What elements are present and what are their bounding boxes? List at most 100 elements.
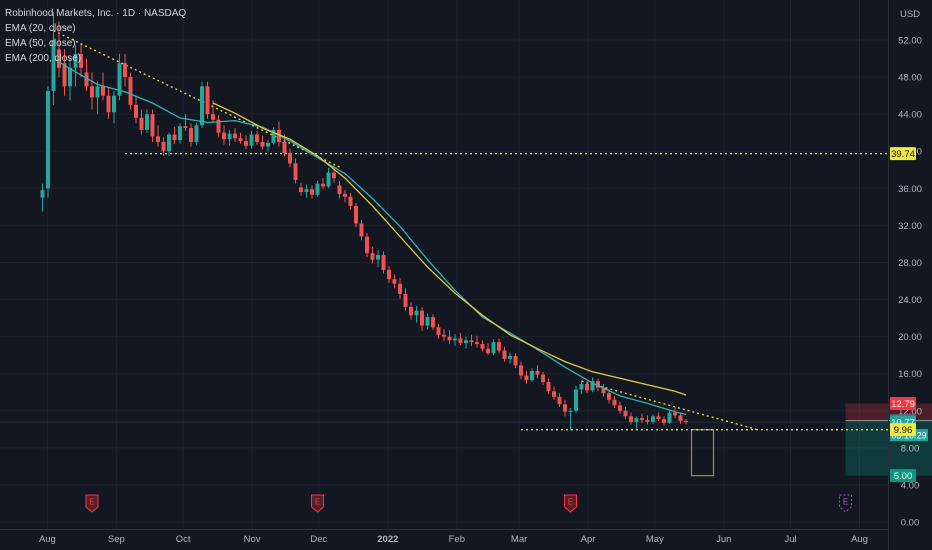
candle [139, 109, 144, 135]
candle [409, 302, 413, 320]
candle [387, 266, 391, 283]
candle-body [464, 340, 468, 344]
candle [123, 53, 127, 87]
candle-body [205, 86, 210, 115]
time-axis[interactable]: Aug Sep Oct Nov Dec 2022 Feb Mar Apr May Jun Jul Aug [0, 529, 888, 546]
candle-body [117, 63, 122, 96]
candle-body [178, 126, 182, 141]
candle [464, 336, 468, 349]
candle-body [343, 193, 347, 197]
price-label-target: 5.00 [894, 471, 913, 482]
earnings-marker[interactable]: E [85, 494, 99, 513]
legend-ema-200[interactable]: EMA (200, close) [5, 53, 82, 64]
price-tick-label: 28.00 [898, 258, 922, 269]
price-tick-label: 12.00 [898, 406, 922, 417]
time-tick-label: Apr [581, 534, 596, 545]
candle-body [227, 133, 232, 140]
candle-body [469, 340, 474, 343]
candle [304, 184, 309, 198]
earnings-marker[interactable]: E [311, 494, 324, 513]
candle-body [651, 416, 655, 422]
candle-body [656, 416, 661, 420]
candle [128, 72, 133, 110]
earnings-badge [839, 494, 852, 513]
legend-ema-20[interactable]: EMA (20, close) [5, 23, 76, 34]
price-tick-label: 32.00 [898, 221, 922, 232]
candle-body [249, 134, 254, 146]
candle-body [618, 405, 622, 411]
price-tick-label: 36.00 [898, 184, 922, 195]
candle-body [90, 86, 94, 98]
candle-body [139, 117, 144, 130]
candle-body [640, 418, 644, 421]
candle [414, 306, 419, 323]
legend-ema-50[interactable]: EMA (50, close) [5, 38, 76, 49]
candle [618, 401, 622, 414]
price-axis[interactable]: 52.0048.0044.0040.0036.0032.0028.0024.00… [888, 0, 929, 550]
earnings-marker[interactable]: E [564, 494, 577, 513]
candle [673, 407, 677, 419]
earnings-letter: E [89, 498, 94, 507]
candle-body [271, 129, 276, 143]
candle [106, 88, 111, 119]
candle-body [106, 95, 111, 113]
candle-body [337, 185, 342, 194]
time-tick-label: Feb [449, 534, 465, 545]
candle-body [585, 383, 589, 391]
candle-body [134, 104, 138, 118]
candle-body [266, 142, 270, 147]
candle-body [359, 223, 364, 237]
time-tick-label: May [646, 534, 664, 545]
candle [271, 127, 276, 145]
candle-body [387, 269, 391, 280]
candle [161, 137, 166, 156]
candle [568, 407, 573, 431]
candle-body [568, 410, 573, 412]
candle-body [601, 387, 606, 394]
candle [172, 127, 177, 144]
price-label-box [890, 147, 916, 161]
candle-body [684, 420, 688, 423]
candle-body [662, 419, 666, 423]
candle-body [431, 317, 435, 328]
candle-body [574, 389, 578, 411]
time-tick-label: Nov [244, 534, 261, 545]
candle [486, 343, 490, 356]
candle-body [128, 77, 133, 105]
earnings-marker[interactable]: E [839, 494, 852, 513]
candle [530, 368, 534, 383]
candle-body [370, 253, 375, 260]
price-tick-label: 8.00 [901, 443, 920, 454]
candle [194, 123, 199, 145]
earnings-badge [564, 494, 577, 513]
candle-body [145, 114, 149, 130]
candle [601, 383, 606, 397]
candle [508, 352, 512, 364]
candle-body [68, 67, 72, 87]
candle-body [238, 138, 243, 142]
candle-body [634, 418, 639, 422]
candle [359, 219, 364, 241]
symbol-title[interactable]: Robinhood Markets, Inc. · 1D · NASDAQ [5, 8, 187, 19]
candle-body [623, 410, 628, 417]
candle-body [563, 404, 567, 412]
candle-body [183, 126, 188, 129]
candle-body [436, 327, 441, 335]
candle-body [150, 114, 155, 137]
candle [315, 180, 320, 197]
candle [656, 412, 661, 421]
candle-body [321, 183, 325, 187]
candle-body [101, 86, 105, 96]
candle [90, 72, 94, 110]
candle-body [161, 141, 166, 152]
candle [453, 333, 457, 346]
candle [634, 416, 639, 429]
candle-body [530, 370, 534, 381]
candle [354, 203, 358, 228]
candle-body [62, 63, 67, 87]
candle-body [167, 134, 171, 152]
price-label-box [890, 423, 916, 437]
candle [629, 412, 633, 425]
